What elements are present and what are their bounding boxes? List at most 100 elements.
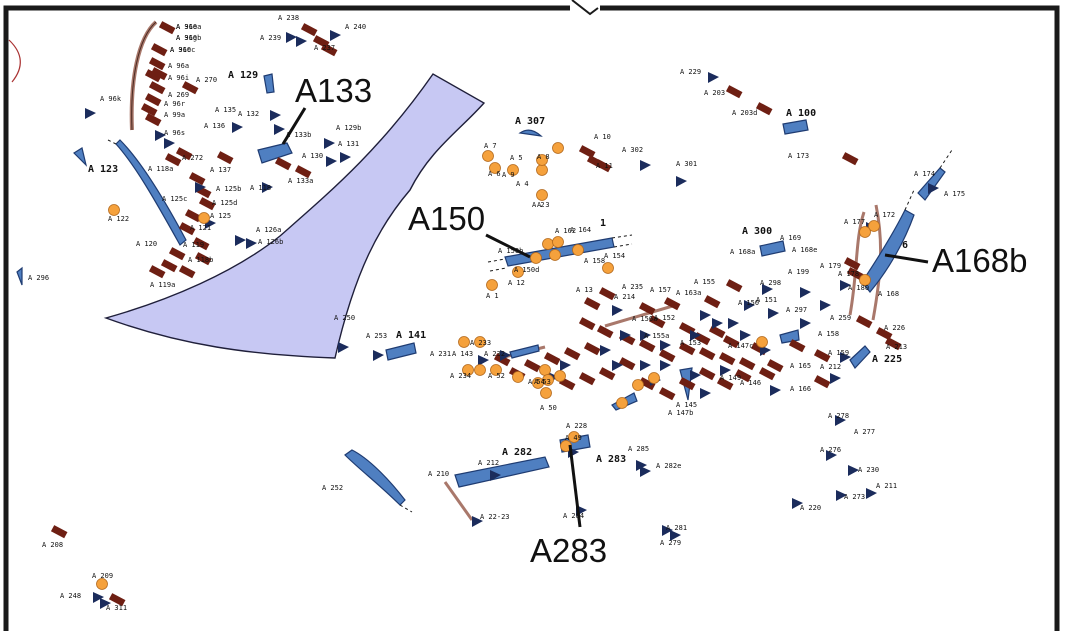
circle-feature (536, 189, 548, 201)
rect-feature (150, 43, 168, 57)
feature-label: A 118a (148, 165, 173, 173)
feature-label: A 147c (728, 342, 753, 350)
feature-label: A 177 (844, 218, 865, 226)
feature-label: A 12 (508, 279, 525, 287)
feature-label: A 119 (183, 241, 204, 249)
feature-label: A 13 (576, 286, 593, 294)
triangle-marker-icon (246, 238, 257, 249)
rect-feature (181, 81, 199, 95)
feature-label: A 279 (660, 539, 681, 547)
rect-feature (698, 347, 716, 361)
feature-a123 (115, 139, 187, 246)
circle-feature (512, 266, 524, 278)
rect-feature (598, 367, 616, 381)
rect-feature (583, 342, 601, 356)
feature-label: A 159 (828, 349, 849, 357)
rect-feature (184, 209, 202, 223)
rect-feature (578, 317, 596, 331)
rect-feature (274, 157, 292, 171)
rect-feature (813, 349, 831, 363)
circle-feature (536, 164, 548, 176)
feature-label: A 158 (818, 330, 839, 338)
feature-label: A 147b (668, 409, 693, 417)
feature-label: A 233 (470, 339, 491, 347)
feature-label: A 11 (596, 162, 613, 170)
numeral-6: 6 (902, 240, 908, 251)
feature-a22-23 (344, 449, 406, 506)
feature-label: A 54 (528, 378, 545, 386)
rect-feature (144, 113, 162, 127)
feature-label: A 203 (704, 89, 725, 97)
feature-a168b (861, 209, 915, 293)
feature-label: A 133a (288, 177, 313, 185)
rect-feature (583, 297, 601, 311)
feature-label: A 150d (514, 266, 539, 274)
feature-label: A 52 (488, 372, 505, 380)
feature-label: A 199 (788, 268, 809, 276)
rect-feature (788, 339, 806, 353)
triangle-marker-icon (262, 182, 273, 193)
rect-feature (678, 342, 696, 356)
triangle-marker-icon (373, 350, 384, 361)
leader-a168b (884, 253, 929, 264)
feature-label: A 130 (302, 152, 323, 160)
feature-label: A 235 (622, 283, 643, 291)
triangle-marker-icon (660, 360, 671, 371)
feature-label: A 4 (516, 180, 529, 188)
feature-a307 (518, 129, 543, 137)
rect-feature (578, 145, 596, 159)
feature-label: A 238 (278, 14, 299, 22)
rect-feature (108, 593, 126, 607)
feature-label: A 208 (42, 541, 63, 549)
rect-feature (718, 352, 736, 366)
callout-a150: A150 (408, 200, 485, 237)
rect-feature (164, 153, 182, 167)
feature-label: A 129b (336, 124, 361, 132)
circle-feature (568, 431, 580, 443)
feature-label: A 118b (188, 256, 213, 264)
circle-feature (482, 150, 494, 162)
circle-feature (632, 379, 644, 391)
feature-label: A 310c (170, 46, 195, 54)
feature-label: A 168e (792, 246, 817, 254)
circle-feature (512, 371, 524, 383)
triangle-marker-icon (720, 365, 731, 376)
rect-feature (50, 525, 68, 539)
triangle-marker-icon (640, 466, 651, 477)
dash-a22-23 (399, 504, 413, 513)
rect-feature (758, 367, 776, 381)
triangle-marker-icon (836, 490, 847, 501)
rect-feature (178, 265, 196, 279)
circle-feature (474, 336, 486, 348)
triangle-marker-icon (830, 373, 841, 384)
feature-label: A 203d (732, 109, 757, 117)
feature-label: A 180 (848, 284, 869, 292)
circle-feature (552, 236, 564, 248)
top-line (571, 0, 599, 16)
rect-feature (158, 21, 176, 35)
triangle-marker-icon (500, 350, 511, 361)
feature-label: A 136 (204, 122, 225, 130)
feature-label: A 9 (502, 171, 515, 179)
feature-label: A 173 (788, 152, 809, 160)
triangle-marker-icon (620, 330, 631, 341)
feature-label: A 168a (730, 248, 755, 256)
rect-feature (638, 302, 656, 316)
feature-label: A 269 (168, 91, 189, 99)
feature-label: A 122 (108, 215, 129, 223)
feature-label: A 226 (884, 324, 905, 332)
callout-leaders (281, 107, 929, 528)
feature-label: A 145 (676, 401, 697, 409)
drain-center (604, 303, 677, 328)
feature-label: A 53 (534, 378, 551, 386)
triangle-marker-icon (560, 360, 571, 371)
feature-label: A 175 (944, 190, 965, 198)
rect-feature (144, 93, 162, 107)
feature-label: A 179 (820, 262, 841, 270)
feature-label: A 153 (680, 339, 701, 347)
feature-label: A 146 (740, 379, 761, 387)
feature-a300 (759, 240, 786, 257)
feature-label: A 234 (450, 372, 471, 380)
rect-feature (294, 165, 312, 179)
triangle-marker-icon (826, 450, 837, 461)
